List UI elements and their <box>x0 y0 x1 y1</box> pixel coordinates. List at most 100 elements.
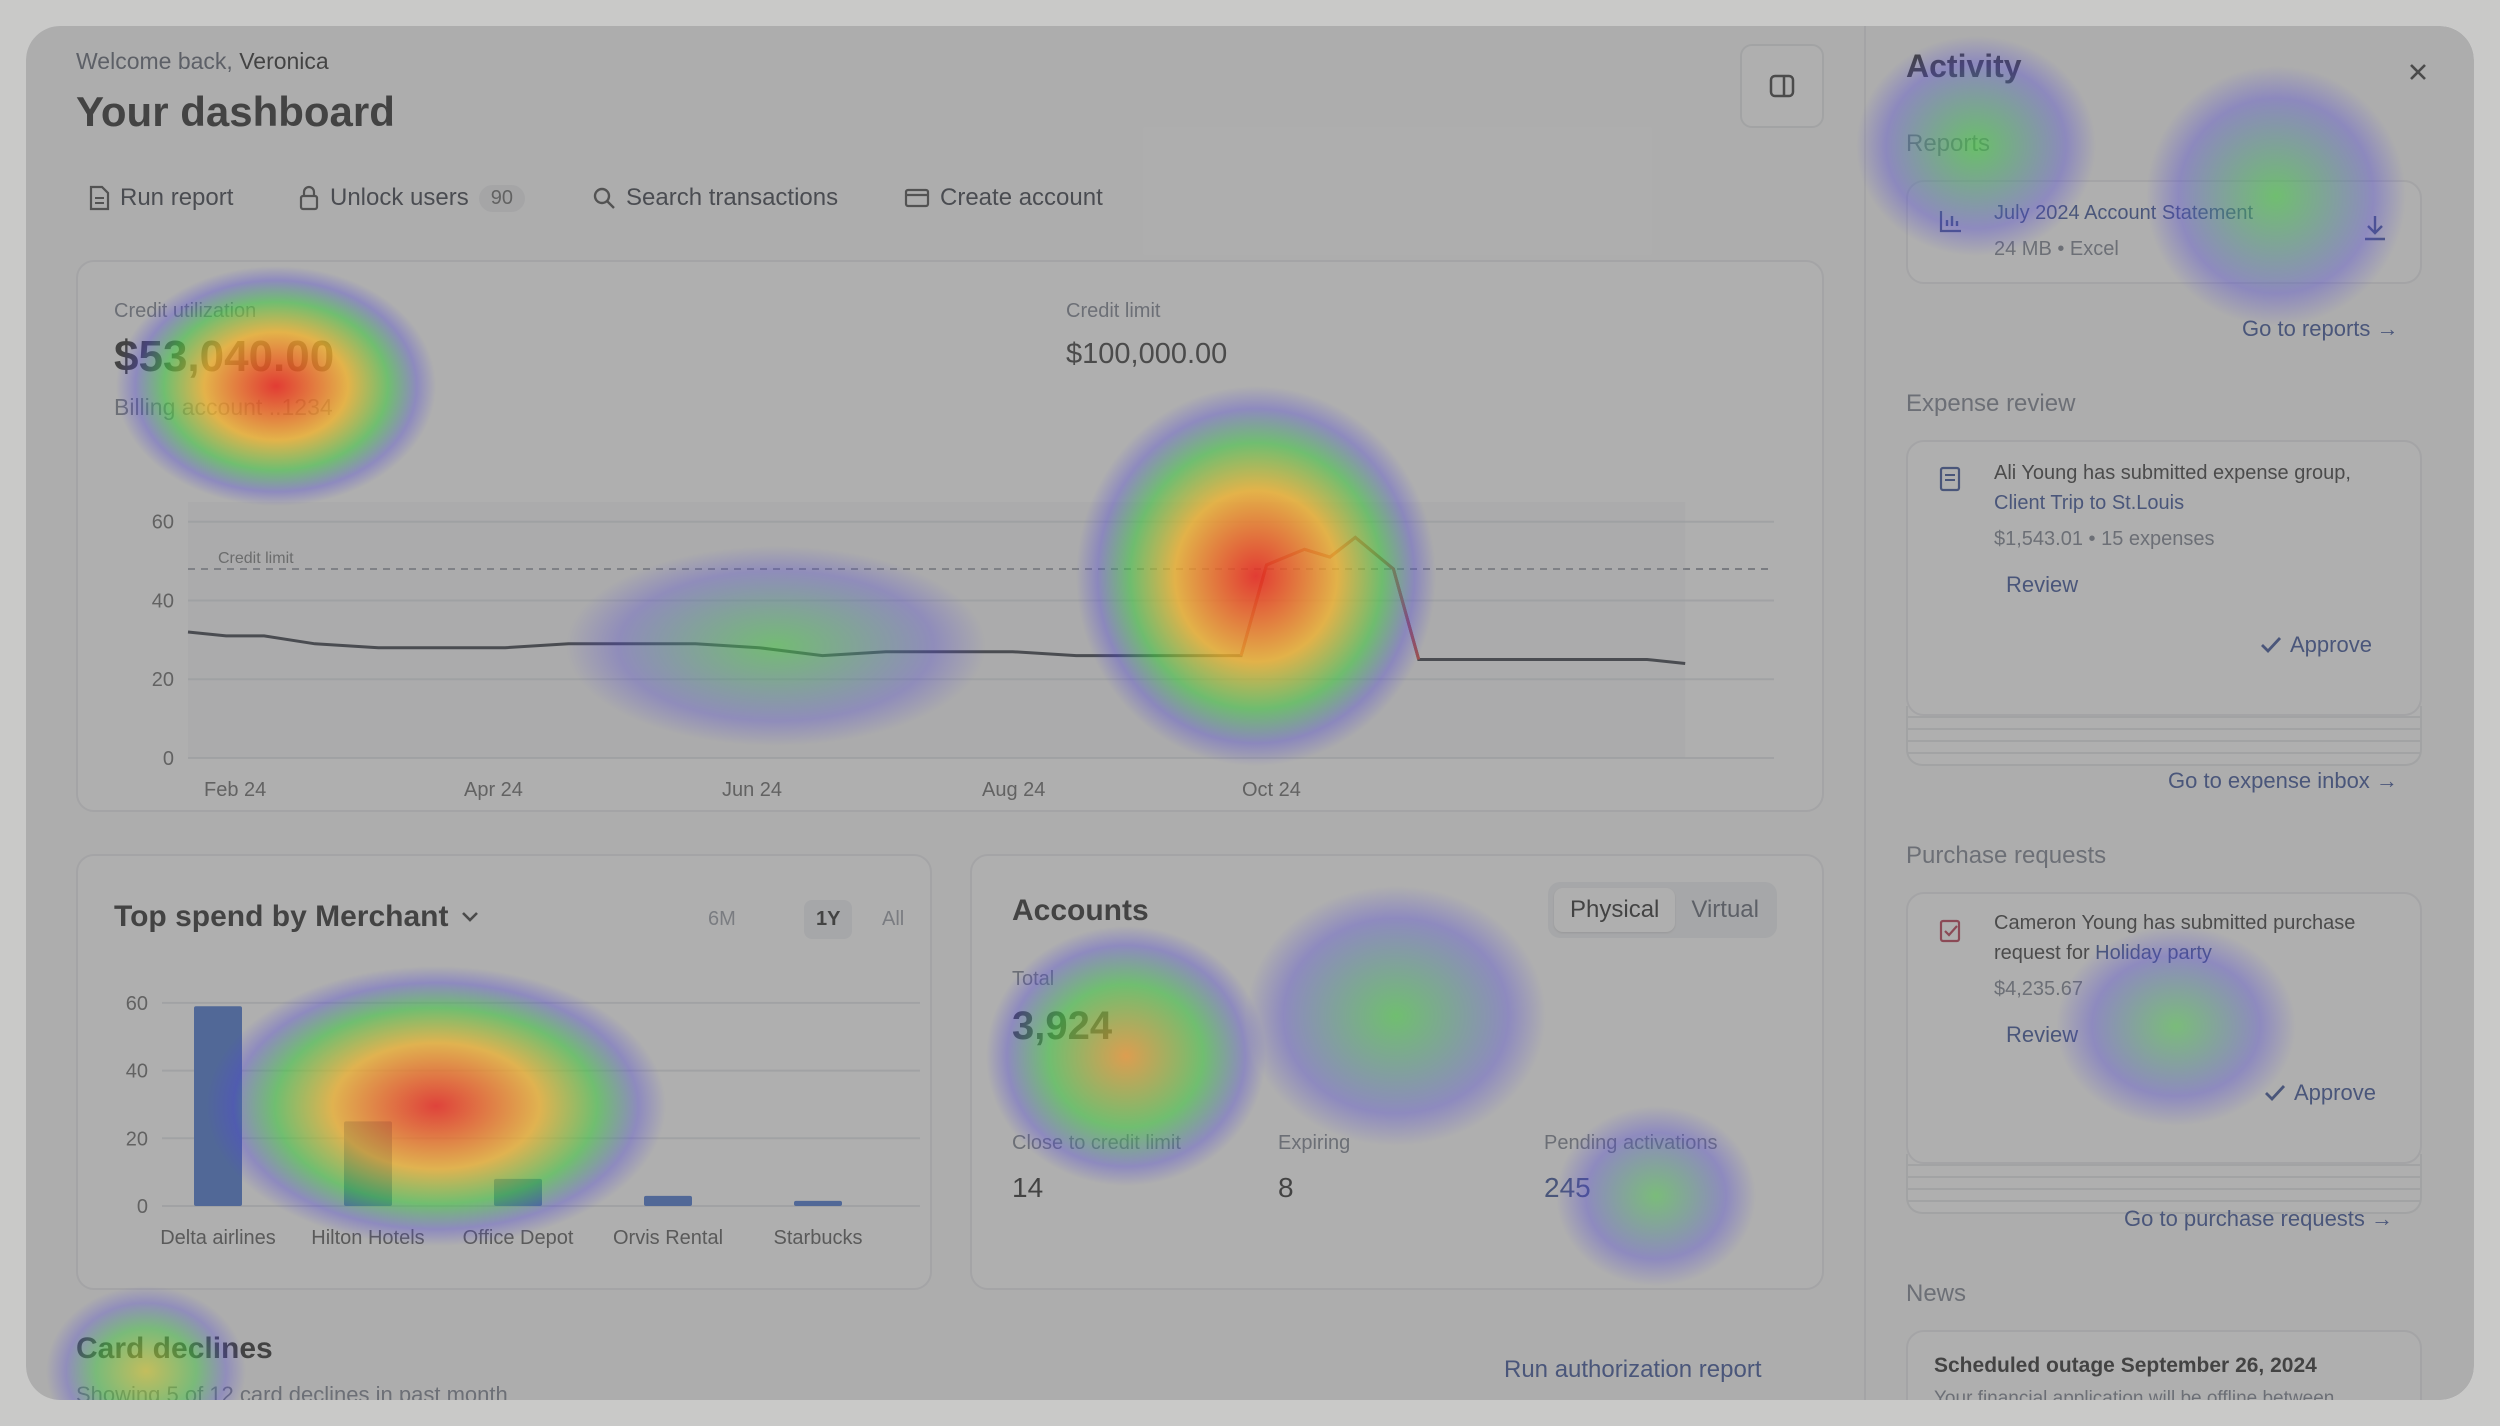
y-tick-label: 60 <box>126 993 148 1015</box>
purchase-text-line2: request for Holiday party <box>1994 942 2212 965</box>
search-transactions-button[interactable]: Search transactions <box>592 184 838 212</box>
x-tick-label: Oct 24 <box>1242 779 1301 801</box>
bar-1 <box>344 1121 392 1206</box>
purchase-request-item: Cameron Young has submitted purchase req… <box>1906 892 2422 1164</box>
report-meta: 24 MB • Excel <box>1994 238 2119 260</box>
bar-chart-icon <box>1938 208 1964 234</box>
expense-review-item: Ali Young has submitted expense group, C… <box>1906 440 2422 716</box>
chevron-down-icon <box>460 910 480 924</box>
bar-4 <box>794 1200 842 1206</box>
news-title: Scheduled outage September 26, 2024 <box>1934 1354 2317 1377</box>
download-icon[interactable] <box>2362 214 2388 242</box>
card-declines-title: Card declines <box>76 1332 273 1365</box>
range-6m-button[interactable]: 6M <box>708 908 736 930</box>
toggle-virtual[interactable]: Virtual <box>1691 896 1759 923</box>
x-tick-label: Office Depot <box>463 1227 574 1249</box>
expense-heading: Expense review <box>1906 390 2076 417</box>
x-tick-label: Aug 24 <box>982 779 1045 801</box>
accounts-total-value: 3,924 <box>1012 1004 1113 1048</box>
x-tick-label: Orvis Rental <box>613 1227 723 1249</box>
x-tick-label: Jun 24 <box>722 779 782 801</box>
merchant-title[interactable]: Top spend by Merchant <box>114 900 480 934</box>
search-icon <box>592 186 616 210</box>
news-heading: News <box>1906 1280 1967 1307</box>
top-spend-card: Top spend by Merchant 6M 1Y All 0 20 40 60 D… <box>76 854 932 1290</box>
x-tick-label: Apr 24 <box>464 779 523 801</box>
expense-group-link[interactable]: Client Trip to St.Louis <box>1994 492 2185 514</box>
unlock-users-button[interactable]: Unlock users 90 <box>298 184 525 212</box>
purchase-review-button[interactable]: Review <box>2006 1022 2079 1047</box>
create-account-button[interactable]: Create account <box>904 184 1103 212</box>
credit-utilization-value: $53,040.00 <box>114 332 335 381</box>
expense-text: Ali Young has submitted expense group, <box>1994 462 2351 484</box>
merchant-bar-chart: 0 20 40 60 Delta airlines Hilton Hotels Office… <box>126 993 920 1249</box>
welcome-text: Welcome back, Veronica <box>76 48 329 75</box>
document-icon <box>88 185 110 211</box>
receipt-icon <box>1938 466 1962 492</box>
y-tick-label: 20 <box>152 669 174 691</box>
account-type-toggle[interactable]: Physical Virtual <box>1548 882 1777 938</box>
purchase-approve-button[interactable]: Approve <box>2264 1080 2376 1106</box>
reports-heading: Reports <box>1906 130 1991 157</box>
run-report-label: Run report <box>120 184 234 211</box>
y-tick-label: 0 <box>163 748 174 770</box>
y-tick-label: 40 <box>126 1061 148 1083</box>
stat-expiring-value: 8 <box>1278 1172 1294 1203</box>
close-icon <box>2409 63 2427 81</box>
plot-shade <box>188 502 1686 758</box>
report-name: July 2024 Account Statement <box>1994 202 2254 224</box>
bar-0 <box>194 1006 242 1206</box>
accounts-card: Accounts Physical Virtual Total 3,924 Cl… <box>970 854 1824 1290</box>
x-tick-label: Starbucks <box>774 1227 863 1249</box>
billing-account-label: Billing account ..1234 <box>114 394 333 420</box>
news-text: Your financial application will be offli… <box>1934 1388 2335 1400</box>
x-tick-label: Delta airlines <box>160 1227 276 1249</box>
create-account-label: Create account <box>940 184 1103 211</box>
stat-expiring-label: Expiring <box>1278 1132 1351 1154</box>
run-report-button[interactable]: Run report <box>88 184 233 212</box>
sidebar-toggle-icon <box>1769 73 1795 99</box>
stat-close-label: Close to credit limit <box>1012 1132 1181 1154</box>
y-tick-label: 60 <box>152 512 174 534</box>
purchase-text-line1: Cameron Young has submitted purchase <box>1994 912 2356 934</box>
accounts-total-label: Total <box>1012 968 1055 990</box>
toggle-panel-button[interactable] <box>1740 44 1824 128</box>
accounts-title: Accounts <box>1012 894 1149 927</box>
close-activity-button[interactable] <box>2398 52 2438 92</box>
expense-meta: $1,543.01 • 15 expenses <box>1994 528 2215 550</box>
search-transactions-label: Search transactions <box>626 184 839 211</box>
range-1y-button[interactable]: 1Y <box>804 900 853 939</box>
go-to-purchase-requests-link[interactable]: Go to purchase requests → <box>2124 1206 2394 1231</box>
unlock-users-label: Unlock users <box>330 184 469 211</box>
stat-close-value: 14 <box>1012 1172 1044 1203</box>
go-to-expense-inbox-link[interactable]: Go to expense inbox → <box>2168 768 2398 793</box>
purchase-meta: $4,235.67 <box>1994 978 2083 1000</box>
expense-approve-button[interactable]: Approve <box>2260 632 2372 658</box>
toggle-physical[interactable]: Physical <box>1554 888 1676 932</box>
card-declines-subtitle: Showing 5 of 12 card declines in past mo… <box>76 1382 508 1400</box>
x-tick-label: Hilton Hotels <box>311 1227 424 1249</box>
bar-2 <box>494 1178 542 1206</box>
user-name: Veronica <box>239 48 329 74</box>
range-all-button[interactable]: All <box>882 908 905 930</box>
credit-overview-card: Credit utilization $53,040.00 Billing ac… <box>76 260 1824 812</box>
expense-approve-label: Approve <box>2290 632 2372 657</box>
holiday-party-link[interactable]: Holiday party <box>2095 942 2212 964</box>
checklist-icon <box>1938 918 1962 944</box>
go-to-reports-link[interactable]: Go to reports → <box>2242 316 2399 341</box>
y-tick-label: 40 <box>152 590 174 612</box>
expense-review-button[interactable]: Review <box>2006 572 2079 597</box>
report-item[interactable]: July 2024 Account Statement 24 MB • Exce… <box>1906 180 2422 284</box>
check-icon <box>2264 1084 2286 1102</box>
purchase-text-prefix: request for <box>1994 942 2090 964</box>
activity-panel: Activity Reports July 2024 Account State… <box>1864 26 2474 1400</box>
credit-utilization-label: Credit utilization <box>114 300 257 322</box>
news-item[interactable]: Scheduled outage September 26, 2024 Your… <box>1906 1330 2422 1400</box>
run-authorization-report-link[interactable]: Run authorization report <box>1504 1356 1762 1383</box>
app-window: Welcome back, Veronica Your dashboard Ru… <box>26 26 2474 1400</box>
x-tick-label: Feb 24 <box>204 779 266 801</box>
bar-3 <box>644 1195 692 1206</box>
y-tick-label: 20 <box>126 1128 148 1150</box>
page-title: Your dashboard <box>76 88 395 135</box>
credit-limit-value: $100,000.00 <box>1066 338 1228 370</box>
